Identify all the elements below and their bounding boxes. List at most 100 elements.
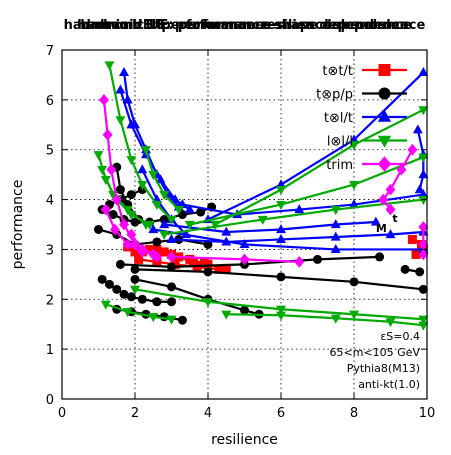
- data-point-circle: [415, 267, 425, 277]
- data-point-circle: [115, 185, 125, 195]
- data-point-triangle-up: [330, 244, 341, 254]
- data-point-triangle-up: [418, 67, 429, 77]
- data-point-diamond: [377, 156, 392, 172]
- annotation-line: Pythia8(M13): [347, 362, 420, 375]
- data-point-diamond: [396, 163, 407, 176]
- data-point-triangle-up: [155, 174, 166, 184]
- data-point-diamond: [407, 143, 418, 156]
- data-point-triangle-down: [159, 190, 170, 200]
- data-point-diamond: [166, 251, 177, 263]
- data-point-circle: [94, 224, 103, 234]
- x-tick-label: 8: [350, 406, 358, 421]
- data-point-circle: [97, 274, 107, 284]
- data-point-triangle-up: [294, 204, 305, 214]
- series-line: [207, 71, 425, 221]
- data-point-triangle-down: [173, 205, 184, 215]
- data-point-triangle-down: [148, 313, 159, 323]
- data-point-triangle-down: [184, 220, 195, 230]
- data-point-diamond: [418, 221, 429, 233]
- data-point-triangle-up: [276, 234, 286, 244]
- data-point-diamond: [137, 243, 148, 256]
- data-point-diamond: [239, 253, 250, 266]
- data-point-triangle-down: [115, 116, 126, 126]
- legend-label: l⊗l/l: [327, 135, 353, 150]
- data-point-circle: [276, 272, 286, 282]
- data-point-circle: [378, 87, 391, 100]
- data-point-diamond: [109, 223, 120, 236]
- legend-entry: t⊗t/t: [322, 64, 407, 79]
- y-tick-label: 0: [46, 393, 54, 408]
- data-point-triangle-up: [184, 204, 195, 214]
- annotation-line: anti-kt(1.0): [358, 378, 420, 391]
- series-triangle-up: [115, 67, 429, 254]
- marker-label: t: [392, 212, 397, 225]
- legend-entry: t⊗p/p: [316, 87, 407, 103]
- data-point-square: [134, 254, 144, 264]
- data-point-diamond: [106, 163, 117, 176]
- data-point-triangle-down: [148, 171, 159, 181]
- data-point-triangle-up: [239, 239, 250, 249]
- data-point-circle: [167, 262, 176, 272]
- annotation-line: 65<m<105 GeV: [330, 346, 421, 359]
- chart-title-layer: hadronic UE: performance-resilience depe…: [64, 18, 426, 33]
- data-point-triangle-down: [100, 176, 111, 186]
- chart-title: hadronic UE: performance-mass dependence…: [64, 18, 426, 33]
- data-point-triangle-down: [93, 151, 104, 161]
- data-point-triangle-down: [349, 181, 359, 191]
- data-point-triangle-up: [137, 164, 148, 174]
- data-point-triangle-up: [276, 224, 286, 234]
- series-line: [144, 149, 180, 211]
- legend-label: trim: [326, 158, 353, 173]
- legend-entry: trim: [326, 156, 407, 173]
- series-line: [416, 129, 425, 190]
- data-point-circle: [152, 237, 162, 247]
- series-layer: [93, 61, 429, 331]
- data-point-triangle-up: [221, 236, 232, 246]
- data-point-circle: [130, 264, 140, 274]
- data-point-square: [145, 244, 155, 254]
- data-point-triangle-up: [126, 119, 137, 129]
- data-point-square: [221, 263, 231, 273]
- data-point-triangle-down: [151, 200, 162, 210]
- data-point-triangle-down: [210, 220, 221, 230]
- data-point-triangle-up: [170, 194, 181, 204]
- data-point-triangle-up: [370, 216, 381, 226]
- data-point-circle: [196, 207, 206, 217]
- data-point-triangle-down: [330, 314, 341, 324]
- data-point-triangle-down: [276, 200, 286, 210]
- data-point-diamond: [418, 238, 429, 251]
- data-point-circle: [400, 264, 410, 274]
- series-line: [153, 228, 424, 251]
- data-point-circle: [115, 259, 125, 269]
- series-line: [164, 198, 424, 236]
- legend-entry: l⊗l/l: [327, 135, 407, 150]
- data-point-triangle-up: [418, 189, 429, 199]
- data-point-triangle-down: [166, 315, 177, 325]
- data-point-square: [130, 247, 140, 257]
- chart-title-layer: hadronic UE: performance-shape dependenc…: [77, 18, 412, 33]
- legend-label: t⊗l/t: [324, 111, 353, 126]
- y-tick-label: 3: [46, 243, 54, 258]
- data-point-diamond: [122, 238, 133, 251]
- data-point-triangle-up: [119, 67, 129, 77]
- series-line: [108, 64, 173, 221]
- data-point-circle: [126, 292, 136, 302]
- data-point-square: [185, 254, 195, 264]
- data-point-triangle-down: [166, 215, 177, 225]
- data-point-circle: [126, 190, 136, 200]
- data-point-diamond: [378, 193, 389, 206]
- data-point-circle: [240, 305, 249, 315]
- data-point-triangle-up: [221, 226, 232, 236]
- data-point-square: [407, 234, 417, 244]
- data-point-circle: [418, 284, 428, 294]
- data-point-triangle-down: [276, 305, 286, 315]
- data-point-diamond: [418, 248, 429, 261]
- y-tick-label: 1: [46, 343, 54, 358]
- x-tick-label: 10: [419, 406, 436, 421]
- data-point-triangle-down: [130, 285, 140, 295]
- data-point-diamond: [111, 193, 122, 206]
- data-point-triangle-down: [141, 146, 151, 156]
- data-point-diamond: [126, 228, 137, 241]
- data-point-triangle-down: [104, 61, 115, 71]
